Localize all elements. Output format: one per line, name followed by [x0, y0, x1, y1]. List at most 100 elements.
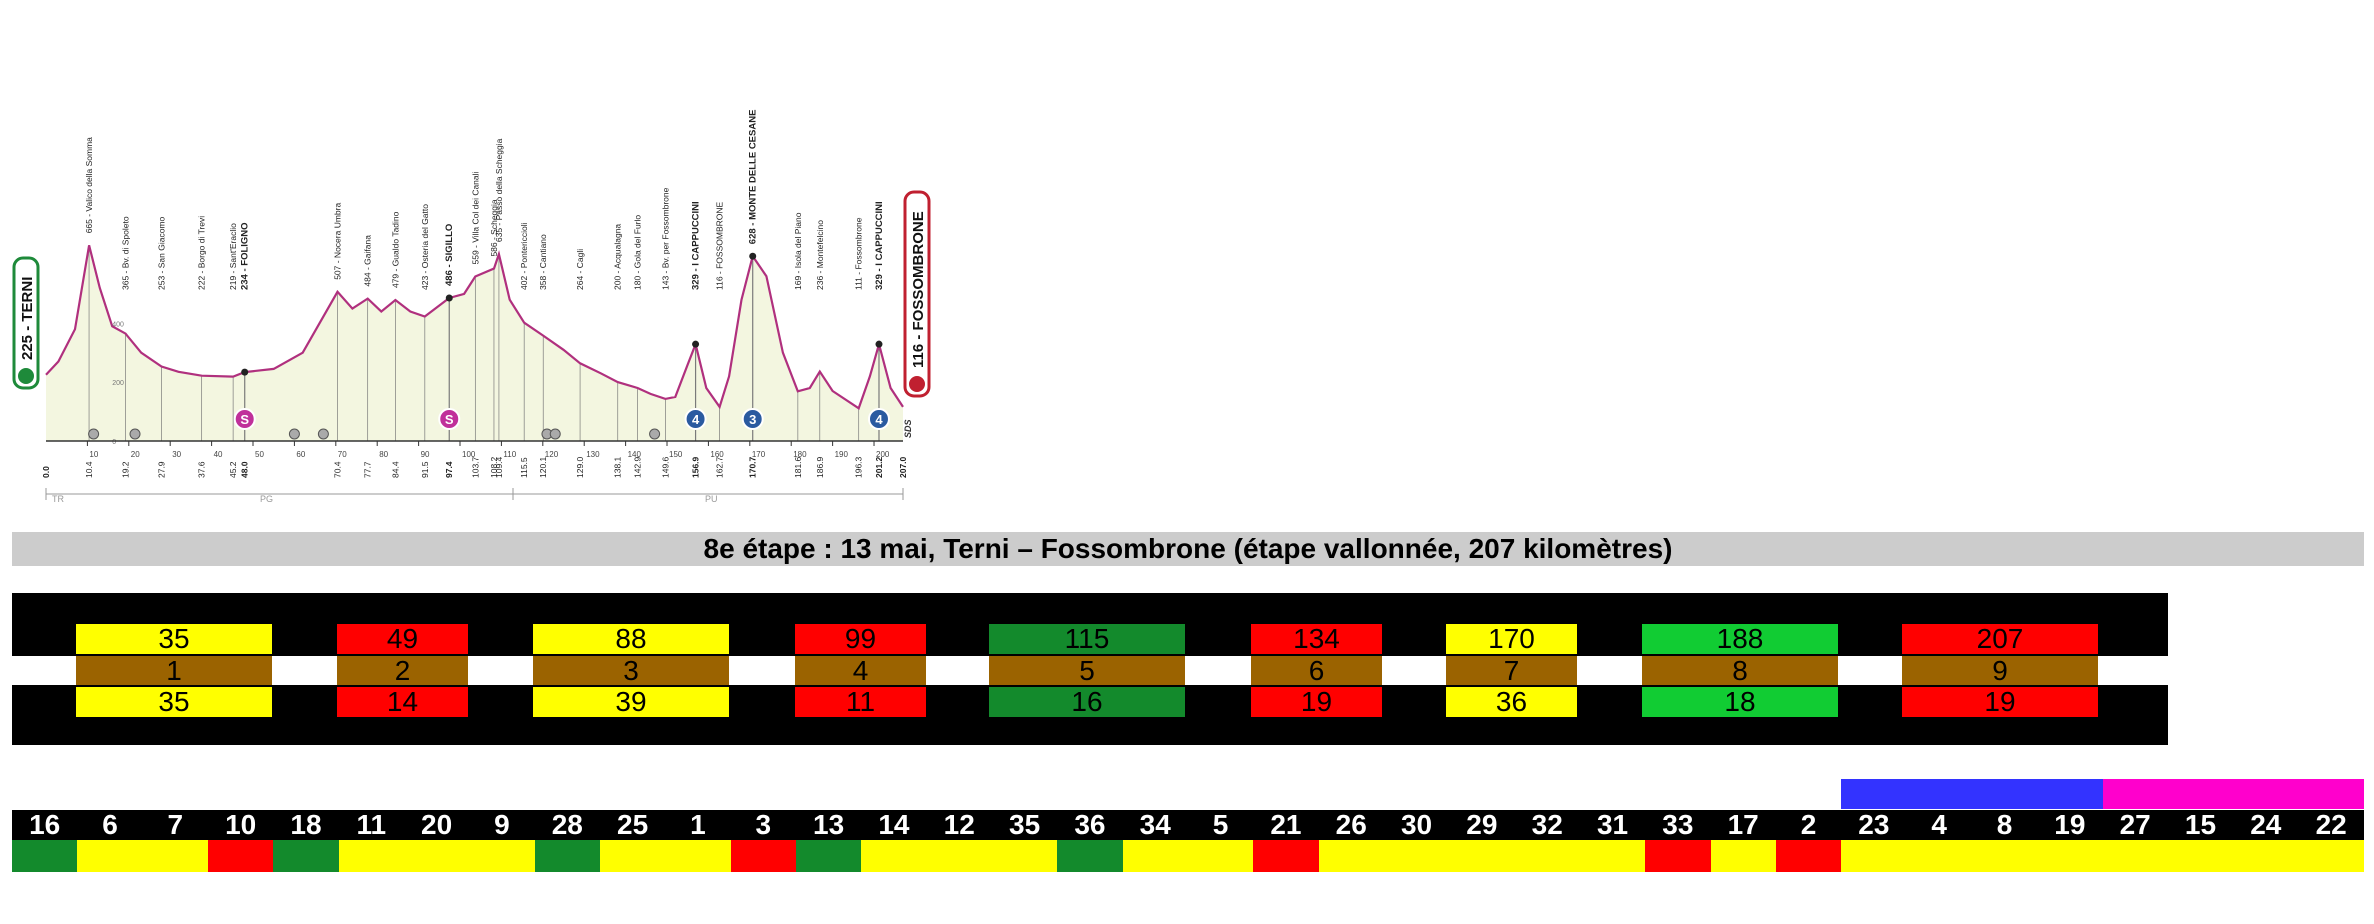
km-label: 48.0: [240, 461, 250, 478]
summit-dot: [875, 340, 883, 348]
kilometre-cell-bottom: 19: [1902, 686, 2098, 717]
axis-tick-label: 80: [379, 450, 388, 459]
stage-profile: 400 200 0 10 20 30 40 50 60 70 80 90 100 110 120 130 140…: [12, 110, 931, 504]
place-label: 329 - I CAPPUCCINI: [691, 201, 702, 290]
region-label: TR: [52, 494, 64, 504]
summary-color-row: [12, 840, 2364, 872]
km-label: 91.5: [420, 461, 430, 478]
axis-tick-label: 50: [255, 450, 264, 459]
summary-number-cell: 22: [2298, 809, 2364, 840]
axis-tick-label: 150: [669, 450, 683, 459]
summary-color-cell: [1514, 840, 1580, 872]
km-label: 115.5: [519, 457, 529, 478]
feed-zone-icon: [549, 428, 561, 440]
km-label: 19.2: [120, 461, 130, 478]
climb-marker-label: 3: [749, 412, 756, 427]
summary-number-cell: 8: [1971, 809, 2038, 840]
km-label: 196.3: [854, 456, 864, 478]
kilometre-cell-middle: 9: [1902, 655, 2098, 686]
finish-badge: [903, 190, 931, 398]
place-label: 586 - Scheggia: [489, 199, 499, 256]
kilometre-cell-top: 115: [989, 623, 1185, 654]
summary-number-cell: 36: [1057, 809, 1123, 840]
summary-color-cell: [403, 840, 470, 872]
place-label: 628 - MONTE DELLE CESANE: [748, 110, 759, 245]
summary-number-cell: 5: [1187, 809, 1254, 840]
summary-color-cell: [1710, 840, 1776, 872]
km-label: 156.9: [691, 456, 701, 478]
km-label: 207.0: [898, 456, 908, 478]
summary-number-cell: 13: [795, 809, 862, 840]
kilometre-cell-bottom: 11: [795, 686, 926, 717]
axis-tick-label: 60: [296, 450, 305, 459]
place-label: 234 - FOLIGNO: [240, 222, 251, 290]
summary-number-cell: 25: [599, 809, 666, 840]
summary-color-cell: [12, 840, 78, 872]
feed-zone-icon: [129, 428, 141, 440]
kilometre-cell-middle: 4: [795, 655, 926, 686]
summary-color-cell: [77, 840, 143, 872]
summary-number-cell: 33: [1645, 809, 1711, 840]
region-label: PU: [705, 494, 718, 504]
axis-tick-label: 200: [876, 450, 890, 459]
summit-dot: [445, 294, 453, 302]
kilometre-cell-top: 49: [337, 623, 468, 654]
axis-tick-label: 110: [503, 450, 516, 459]
axis-tick-label: 10: [89, 450, 98, 459]
summary-color-cell: [1775, 840, 1842, 872]
summary-color-cell: [1841, 840, 1907, 872]
summary-number-cell: 7: [142, 809, 208, 840]
km-label: 103.7: [470, 456, 480, 478]
feed-zone-icon: [317, 428, 329, 440]
km-label: 186.9: [815, 456, 825, 478]
summary-color-cell: [2102, 840, 2168, 872]
place-label: 402 - Pontericcioli: [519, 222, 529, 290]
summary-number-cell: 29: [1449, 809, 1515, 840]
place-label: 222 - Borgo di Trevi: [197, 216, 207, 290]
summary-color-cell: [534, 840, 600, 872]
summary-number-cell: 3: [730, 809, 796, 840]
kilometre-cell-top: 170: [1446, 623, 1577, 654]
km-label: 170.7: [748, 456, 758, 478]
summary-color-cell: [861, 840, 927, 872]
summary-color-cell: [2298, 840, 2364, 872]
start-badge: [12, 256, 40, 390]
place-label: 507 - Nocera Umbra: [332, 203, 342, 280]
summary-number-cell: 12: [926, 809, 992, 840]
axis-tick-label: 90: [421, 450, 430, 459]
place-label: 253 - San Giacomo: [157, 216, 167, 290]
place-label: 180 - Gola del Furlo: [633, 215, 643, 290]
feed-zone-icon: [88, 428, 100, 440]
km-label: 120.1: [538, 456, 548, 478]
km-label: 129.0: [575, 456, 585, 478]
place-label: 200 - Acqualagna: [613, 224, 623, 290]
profile-elevation-line: [45, 245, 904, 410]
altitude-scale-label: 200: [112, 380, 124, 387]
summary-color-cell: [1906, 840, 1972, 872]
summary-number-cell: 34: [1122, 809, 1188, 840]
kilometre-cell-top: 35: [76, 623, 272, 654]
km-label: 201.2: [874, 456, 884, 478]
kilometre-cell-middle: 3: [533, 655, 729, 686]
summary-color-cell: [207, 840, 274, 872]
summary-number-cell: 14: [861, 809, 927, 840]
summary-number-cell: 35: [991, 809, 1058, 840]
axis-tick-label: 20: [131, 450, 140, 459]
axis-tick-label: 140: [628, 450, 642, 459]
place-label: 559 - Villa Col dei Canali: [470, 171, 480, 264]
summary-number-cell: 10: [207, 809, 274, 840]
region-label: PG: [260, 494, 273, 504]
kilometre-cell-bottom: 35: [76, 686, 272, 717]
summary-color-cell: [1057, 840, 1123, 872]
place-label: 484 - Gaifana: [363, 235, 373, 287]
place-label: 423 - Osteria del Gatto: [420, 204, 430, 290]
kilometre-cell-middle: 6: [1251, 655, 1382, 686]
climb-marker-label: 4: [692, 412, 700, 427]
km-label: 45.2: [228, 461, 238, 478]
place-label: 635 - Passo della Scheggia: [494, 138, 504, 242]
kilometre-table: 35 1 35 49 2 14 88 3 39 99 4 11 115 5 16 134 6 19 170 7 36 18…: [12, 593, 2168, 745]
kilometre-cell-bottom: 16: [989, 686, 1185, 717]
summary-number-cell: 16: [12, 809, 78, 840]
summary-number-cell: 19: [2037, 809, 2103, 840]
summary-color-cell: [926, 840, 992, 872]
